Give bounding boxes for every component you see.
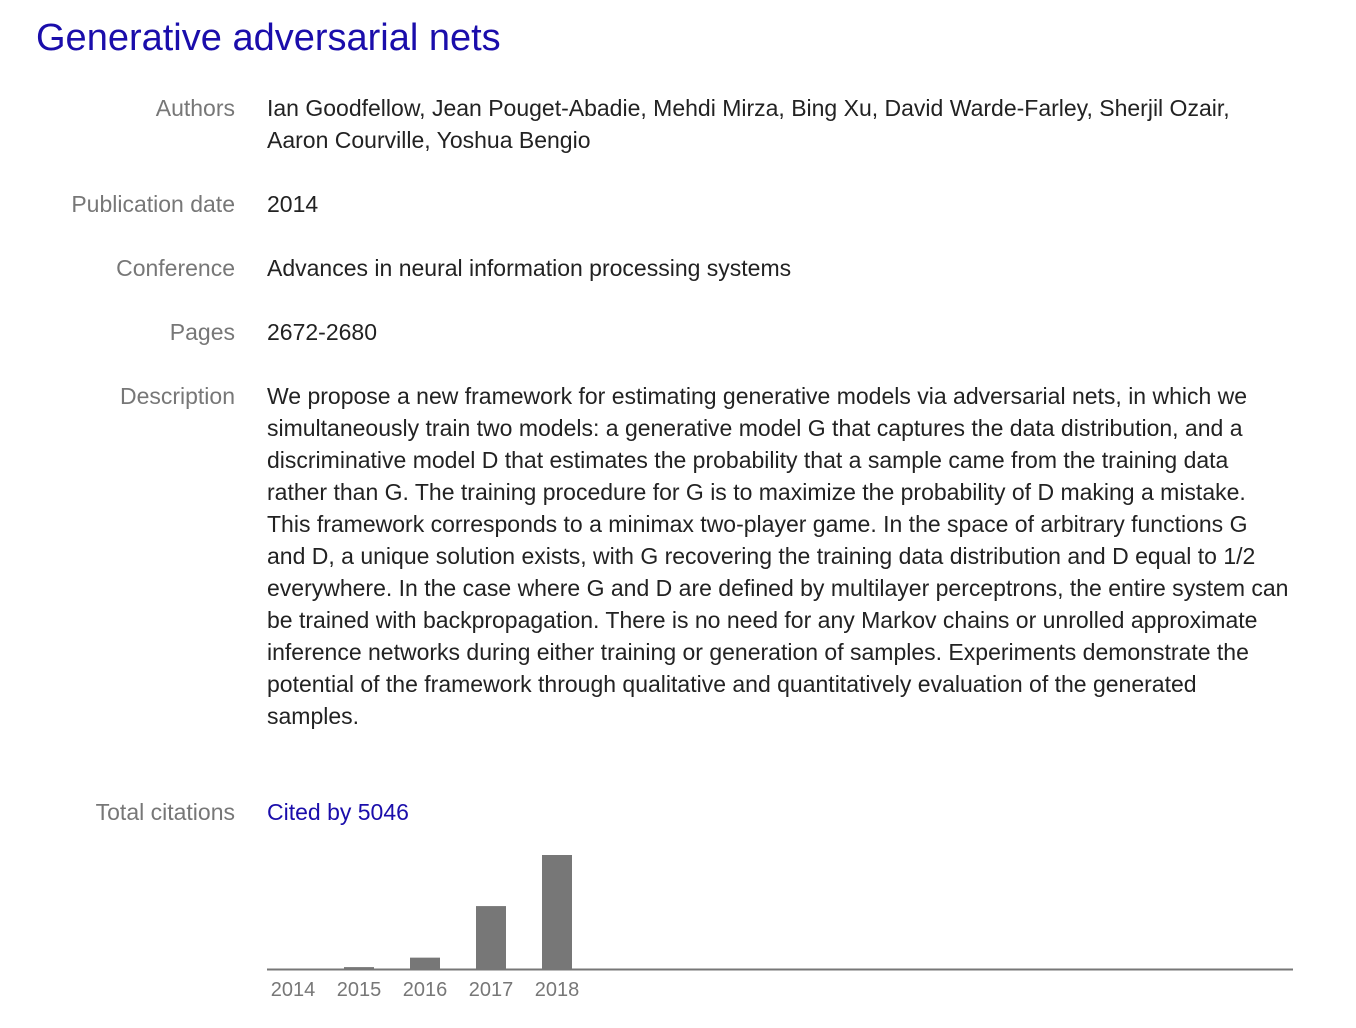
description-value: We propose a new framework for estimatin… — [267, 383, 1289, 729]
x-tick-label-2015: 2015 — [337, 979, 382, 1001]
pages-value: 2672-2680 — [267, 319, 377, 345]
x-tick-label-2016: 2016 — [403, 979, 448, 1001]
citations-chart-svg: 2014 2015 2016 2017 2018 — [267, 855, 1293, 1001]
x-tick-label-2017: 2017 — [469, 979, 514, 1001]
authors-value: Ian Goodfellow, Jean Pouget-Abadie, Mehd… — [267, 95, 1230, 153]
article-title-link[interactable]: Generative adversarial nets — [36, 17, 501, 59]
citation-bar-2016[interactable] — [410, 957, 440, 969]
x-tick-label-2018: 2018 — [535, 979, 580, 1001]
citations-chart: 2014 2015 2016 2017 2018 — [267, 840, 1293, 1015]
cited-by-link[interactable]: Cited by 5046 — [267, 799, 409, 825]
citation-bar-2018[interactable] — [542, 855, 572, 969]
conference-value: Advances in neural information processin… — [267, 255, 792, 281]
x-tick-label-2014: 2014 — [271, 979, 316, 1001]
authors-label: Authors — [155, 95, 235, 121]
description-label: Description — [119, 383, 235, 409]
citation-bar-2015[interactable] — [344, 967, 374, 969]
publication-date-label: Publication date — [71, 191, 235, 217]
conference-label: Conference — [116, 255, 235, 281]
citation-bar-2017[interactable] — [476, 906, 506, 969]
total-citations-label: Total citations — [95, 799, 235, 825]
citations-value: Cited by 5046 — [267, 796, 1292, 828]
publication-date-value: 2014 — [267, 191, 319, 217]
pages-label: Pages — [169, 319, 235, 345]
